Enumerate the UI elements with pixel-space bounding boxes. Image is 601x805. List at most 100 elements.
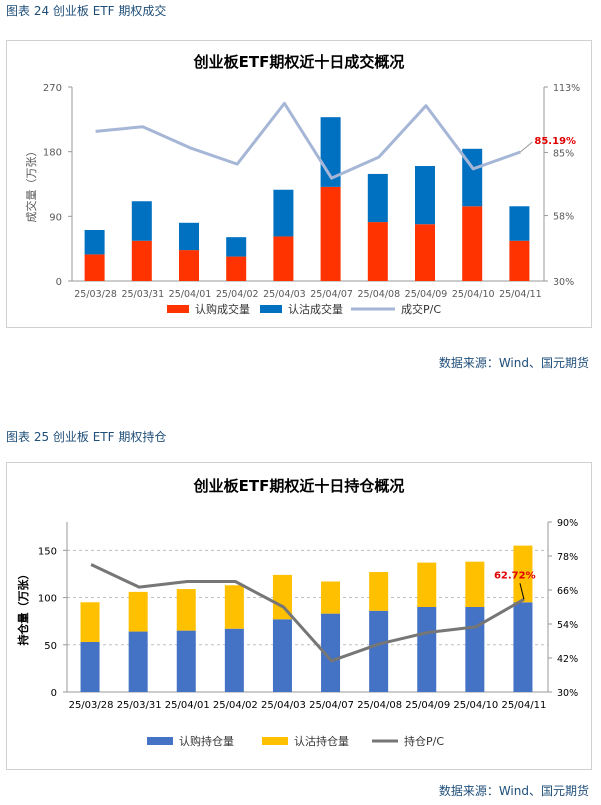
bar-put-volume — [273, 189, 294, 237]
x-tick-label: 25/03/28 — [69, 700, 114, 711]
chart-title: 创业板ETF期权近十日持仓概况 — [193, 477, 405, 495]
legend-put-swatch — [262, 737, 288, 745]
bar-call-volume — [367, 222, 388, 281]
x-tick-label: 25/04/01 — [169, 289, 212, 300]
bar-call-volume — [226, 256, 247, 281]
chart-title: 创业板ETF期权近十日成交概况 — [193, 53, 405, 71]
legend-pc-label: 成交P/C — [401, 302, 441, 316]
legend-call-swatch — [147, 737, 173, 745]
legend-call-label: 认购成交量 — [195, 302, 250, 316]
volume-chart-panel: 创业板ETF期权近十日成交概况 0 90 180 270 30% 58% 85% 113% 成交量… — [6, 40, 592, 328]
bar-put-oi — [128, 591, 148, 632]
bar-call-oi — [417, 607, 437, 692]
bar-put-oi — [417, 562, 437, 607]
callout-leader — [520, 141, 533, 153]
x-tick-label: 25/04/07 — [310, 289, 353, 300]
bar-put-oi — [369, 572, 389, 611]
figure1-source: 数据来源：Wind、国元期货 — [438, 356, 589, 370]
y2-tick-label: 54% — [557, 620, 578, 631]
bar-call-volume — [509, 240, 530, 281]
bar-call-oi — [369, 610, 389, 692]
bar-put-volume — [131, 201, 152, 241]
bar-call-volume — [320, 186, 341, 281]
legend-pc-label: 持仓P/C — [404, 734, 444, 748]
x-tick-label: 25/04/08 — [357, 700, 402, 711]
bar-put-oi — [176, 589, 196, 631]
x-tick-label: 25/04/02 — [216, 289, 259, 300]
x-tick-label: 25/04/02 — [213, 700, 258, 711]
bar-call-oi — [176, 630, 196, 692]
x-tick-label: 25/04/10 — [452, 289, 495, 300]
y-axis-label: 持仓量（万张） — [16, 569, 30, 646]
bar-put-oi — [321, 581, 341, 614]
bar-put-oi — [465, 561, 485, 607]
y2-tick-label: 90% — [557, 518, 578, 529]
y-tick-label: 150 — [38, 546, 57, 557]
x-tick-label: 25/04/09 — [405, 700, 450, 711]
bar-call-oi — [513, 602, 533, 692]
x-tick-label: 25/04/10 — [453, 700, 498, 711]
legend-put-label: 认沽成交量 — [288, 302, 343, 316]
y2-tick-label: 30% — [553, 277, 574, 288]
y-tick-label: 0 — [56, 277, 62, 288]
x-tick-label: 25/04/07 — [309, 700, 354, 711]
bar-call-volume — [131, 240, 152, 281]
y2-tick-label: 30% — [557, 688, 578, 699]
figure1-caption: 图表 24 创业板 ETF 期权成交 — [6, 4, 167, 18]
y-tick-label: 90 — [49, 212, 62, 223]
bar-call-oi — [80, 641, 100, 692]
x-tick-label: 25/04/11 — [501, 700, 546, 711]
x-tick-label: 25/04/03 — [263, 289, 306, 300]
y2-tick-label: 42% — [557, 654, 578, 665]
volume-chart: 创业板ETF期权近十日成交概况 0 90 180 270 30% 58% 85% 113% 成交量… — [24, 53, 580, 316]
bar-put-oi — [513, 545, 533, 603]
bar-call-oi — [321, 613, 341, 692]
x-tick-label: 25/03/31 — [117, 700, 162, 711]
y2-tick-label: 113% — [553, 83, 580, 94]
pc-callout-label: 85.19% — [534, 136, 576, 147]
legend-call-swatch — [167, 305, 189, 313]
bar-call-oi — [465, 607, 485, 692]
y-tick-label: 180 — [43, 148, 62, 159]
bar-call-volume — [84, 254, 105, 281]
y-tick-label: 270 — [43, 83, 62, 94]
oi-chart: 创业板ETF期权近十日持仓概况 0 50 100 150 30% 42% 54% 66% 78% 9… — [16, 477, 578, 748]
y2-tick-label: 58% — [553, 212, 574, 223]
bar-call-volume — [273, 236, 294, 281]
x-tick-label: 25/04/01 — [165, 700, 210, 711]
y2-tick-label: 85% — [553, 148, 574, 159]
pc-line — [90, 563, 525, 663]
x-tick-label: 25/03/31 — [121, 289, 164, 300]
bar-put-oi — [224, 585, 244, 629]
pc-callout-label: 62.72% — [494, 570, 536, 581]
y-tick-label: 0 — [51, 688, 57, 699]
bar-put-volume — [415, 166, 435, 225]
bar-put-volume — [84, 229, 105, 255]
figure2-source: 数据来源：Wind、国元期货 — [438, 784, 589, 798]
oi-chart-panel: 创业板ETF期权近十日持仓概况 0 50 100 150 30% 42% 54% 66% 78% 9… — [6, 462, 592, 770]
bar-put-volume — [179, 222, 199, 251]
bar-put-volume — [226, 237, 247, 257]
x-tick-label: 25/04/11 — [499, 289, 542, 300]
bar-call-oi — [224, 628, 244, 692]
bar-call-oi — [272, 619, 292, 692]
bar-put-volume — [509, 206, 530, 241]
x-tick-label: 25/04/09 — [405, 289, 448, 300]
bar-put-oi — [272, 574, 292, 620]
bar-call-volume — [179, 250, 199, 281]
y-tick-label: 100 — [38, 594, 57, 605]
x-tick-label: 25/03/28 — [74, 289, 117, 300]
y-axis-label: 成交量（万张） — [24, 146, 38, 223]
pc-line — [95, 101, 521, 180]
bar-call-volume — [462, 206, 483, 281]
y2-tick-label: 66% — [557, 586, 578, 597]
x-tick-label: 25/04/08 — [357, 289, 400, 300]
legend-call-label: 认购持仓量 — [179, 734, 234, 748]
y2-tick-label: 78% — [557, 552, 578, 563]
legend-put-label: 认沽持仓量 — [294, 734, 349, 748]
figure2-caption: 图表 25 创业板 ETF 期权持仓 — [6, 430, 167, 444]
x-tick-label: 25/04/03 — [261, 700, 306, 711]
bar-put-oi — [80, 602, 100, 642]
callout-leader — [519, 583, 525, 600]
legend-put-swatch — [260, 305, 282, 313]
